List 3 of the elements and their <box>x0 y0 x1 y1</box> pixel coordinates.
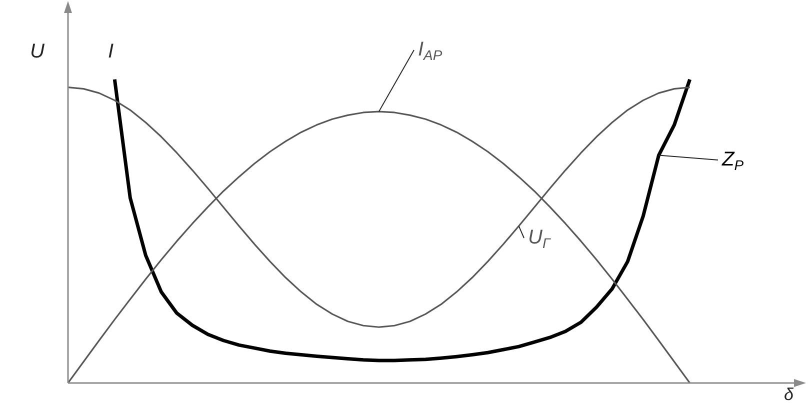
y-axis-title: U <box>30 40 45 63</box>
text: I <box>108 40 114 63</box>
x-axis-title: δ <box>784 385 794 403</box>
